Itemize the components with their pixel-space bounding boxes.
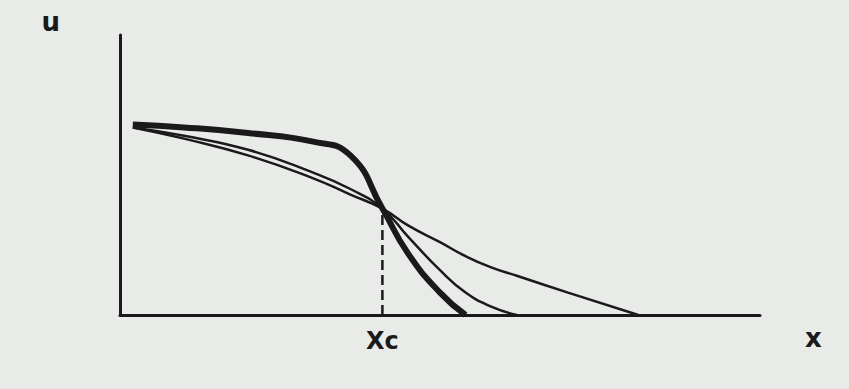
svg-text:Xc: Xc — [366, 327, 399, 355]
svg-text:x: x — [805, 323, 822, 353]
svg-text:u: u — [41, 7, 60, 37]
